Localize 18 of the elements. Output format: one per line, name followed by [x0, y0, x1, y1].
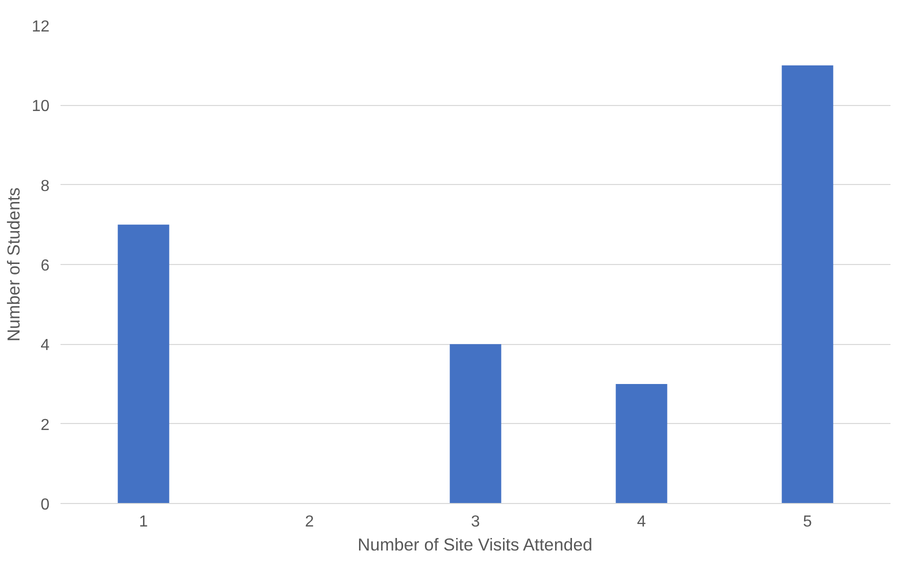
x-tick-label: 4	[637, 514, 646, 530]
bar	[118, 224, 170, 504]
x-tick-label: 1	[139, 514, 148, 530]
y-axis-title: Number of Students	[4, 187, 24, 342]
bar	[450, 344, 502, 504]
y-tick-label: 2	[40, 416, 50, 434]
y-tick-label: 8	[40, 178, 50, 195]
x-tick-label: 2	[305, 514, 314, 530]
bar	[616, 384, 668, 504]
y-tick-label: 10	[32, 98, 50, 116]
y-tick-label: 6	[40, 258, 50, 274]
y-tick-label: 0	[40, 496, 50, 514]
x-tick-label: 5	[803, 514, 812, 530]
y-tick-label: 4	[40, 337, 50, 354]
x-tick-label: 3	[471, 514, 480, 530]
x-axis-title: Number of Site Visits Attended	[358, 534, 592, 554]
bar	[782, 65, 834, 504]
y-tick-label: 12	[32, 18, 50, 36]
